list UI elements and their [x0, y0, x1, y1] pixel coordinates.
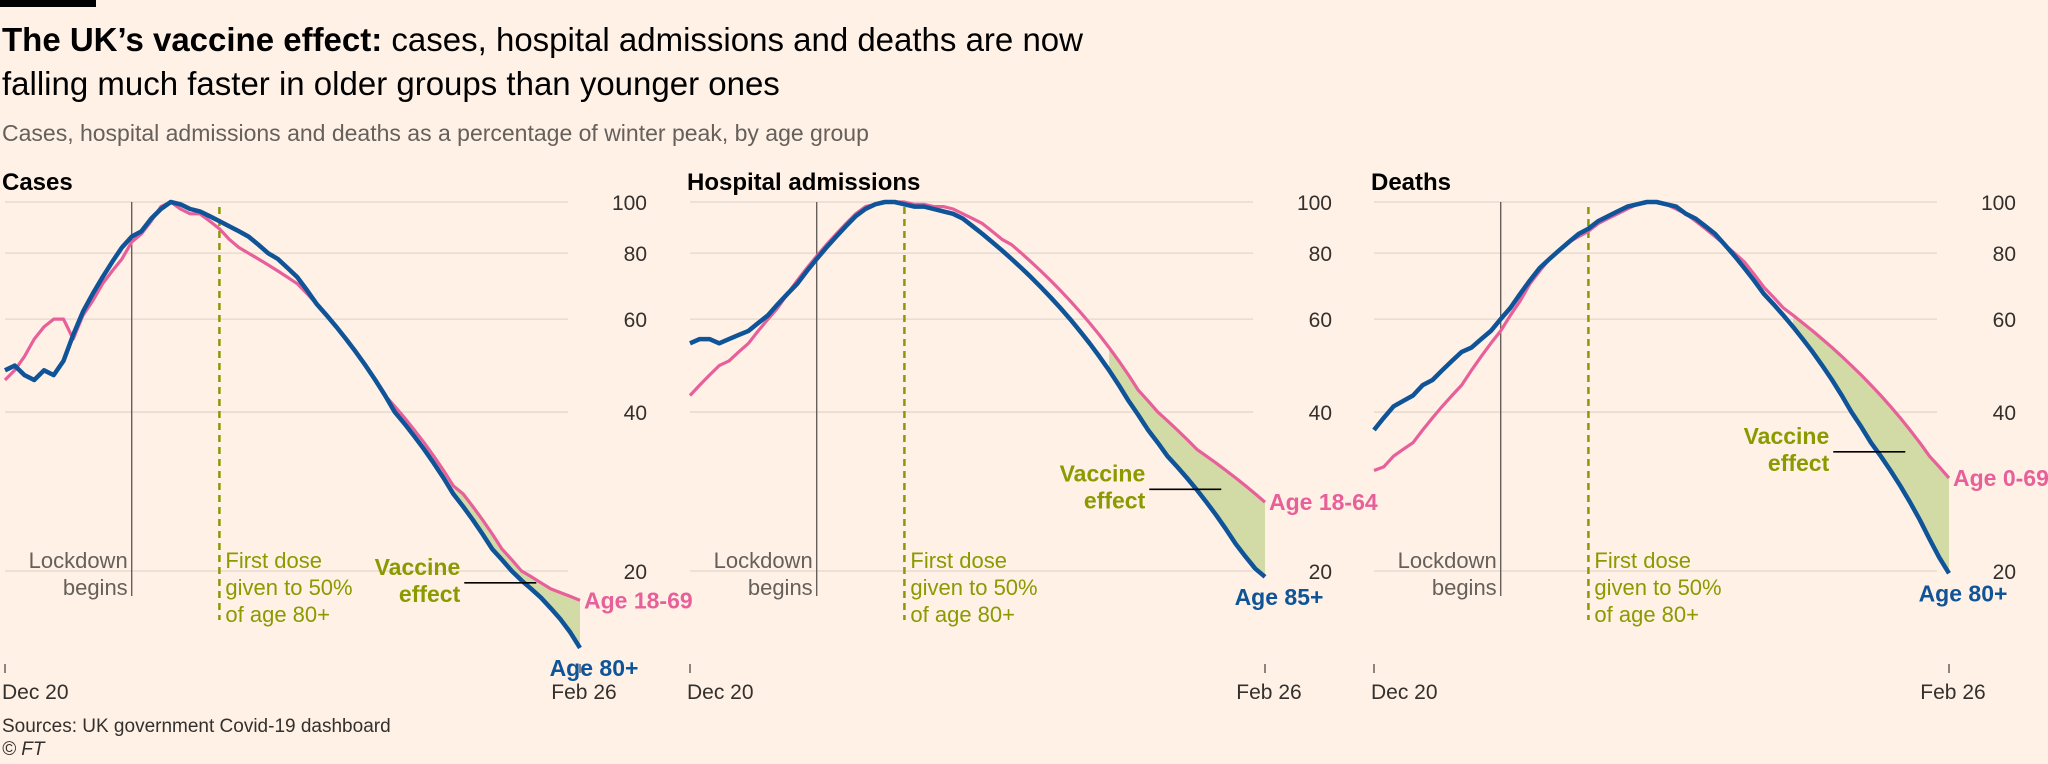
- series-label-younger: Age 0-69: [1953, 465, 2048, 491]
- y-tick-label: 80: [1993, 243, 2016, 266]
- vaccine-effect-area: [1109, 347, 1265, 577]
- panel-title: Cases: [2, 169, 73, 196]
- x-tick-label-start: Dec 20: [1371, 681, 1438, 704]
- first-dose-label: of age 80+: [225, 602, 330, 627]
- vaccine-effect-label: effect: [1768, 450, 1830, 476]
- series-label-older: Age 85+: [1235, 584, 1324, 610]
- series-line-older: [1372, 199, 1951, 575]
- y-tick-label: 100: [612, 192, 647, 215]
- y-tick-label: 80: [1309, 243, 1332, 266]
- series-label-older: Age 80+: [1919, 580, 2008, 606]
- panel-title: Hospital admissions: [687, 169, 920, 196]
- chart-title: The UK’s vaccine effect: cases, hospital…: [2, 18, 1102, 106]
- x-tick-label-start: Dec 20: [687, 681, 754, 704]
- series-label-younger: Age 18-69: [584, 587, 693, 613]
- chart-subtitle: Cases, hospital admissions and deaths as…: [2, 120, 869, 146]
- first-dose-label: of age 80+: [910, 602, 1015, 627]
- y-tick-label: 20: [1309, 561, 1332, 584]
- first-dose-label: First dose: [1594, 548, 1691, 573]
- lockdown-label: Lockdown: [1398, 548, 1497, 573]
- lockdown-label: begins: [748, 575, 813, 600]
- y-tick-label: 100: [1297, 192, 1332, 215]
- chart-title-rest: cases, hospital admissions and deaths ar…: [2, 21, 1083, 102]
- x-tick-label-end: Feb 26: [1236, 681, 1301, 704]
- y-tick-label: 80: [624, 243, 647, 266]
- y-tick-label: 40: [1993, 402, 2016, 425]
- y-tick-label: 40: [1309, 402, 1332, 425]
- first-dose-label: First dose: [910, 548, 1007, 573]
- ft-brand-bar: [0, 0, 96, 7]
- vaccine-effect-label: Vaccine: [1744, 423, 1830, 449]
- series-label-younger: Age 18-64: [1269, 489, 1378, 515]
- series-line-younger: [1373, 200, 1951, 480]
- vaccine-effect-label: Vaccine: [1060, 460, 1146, 486]
- y-tick-label: 60: [624, 309, 647, 332]
- series-line-younger: [3, 200, 581, 602]
- first-dose-label: First dose: [225, 548, 322, 573]
- vaccine-effect-label: Vaccine: [375, 554, 461, 580]
- y-tick-label: 40: [624, 402, 647, 425]
- x-tick-label-start: Dec 20: [2, 681, 69, 704]
- lockdown-label: begins: [63, 575, 128, 600]
- vaccine-effect-label: effect: [1084, 487, 1146, 513]
- first-dose-label: given to 50%: [1594, 575, 1721, 600]
- y-tick-label: 20: [624, 561, 647, 584]
- panel-hospital-admissions: Hospital admissions 20 40 60 80 100 Dec 20 Feb …: [687, 169, 1378, 704]
- copyright-note: © FT: [2, 739, 45, 760]
- lockdown-label: begins: [1432, 575, 1497, 600]
- vaccine-effect-label: effect: [399, 581, 461, 607]
- series-line-older: [689, 199, 1267, 579]
- y-tick-label: 60: [1309, 309, 1332, 332]
- lockdown-label: Lockdown: [29, 548, 128, 573]
- panel-deaths: Deaths 20 40 60 80 100 Dec 20 Feb 26 Lockdownbeg…: [1371, 169, 2048, 704]
- series-label-older: Age 80+: [550, 655, 639, 681]
- panel-cases: Cases 20 40 60 80 100 Dec 20 Feb 26 Lockdownbegi…: [2, 169, 693, 704]
- source-note: Sources: UK government Covid-19 dashboar…: [2, 716, 391, 737]
- y-tick-label: 60: [1993, 309, 2016, 332]
- panel-title: Deaths: [1371, 169, 1451, 196]
- first-dose-label: given to 50%: [225, 575, 352, 600]
- x-tick-label-end: Feb 26: [1920, 681, 1985, 704]
- y-tick-label: 20: [1993, 561, 2016, 584]
- lockdown-label: Lockdown: [714, 548, 813, 573]
- x-tick-label-end: Feb 26: [551, 681, 616, 704]
- series-line-older: [4, 199, 582, 650]
- first-dose-label: given to 50%: [910, 575, 1037, 600]
- y-tick-label: 100: [1981, 192, 2016, 215]
- first-dose-label: of age 80+: [1594, 602, 1699, 627]
- chart-title-bold: The UK’s vaccine effect:: [2, 21, 383, 58]
